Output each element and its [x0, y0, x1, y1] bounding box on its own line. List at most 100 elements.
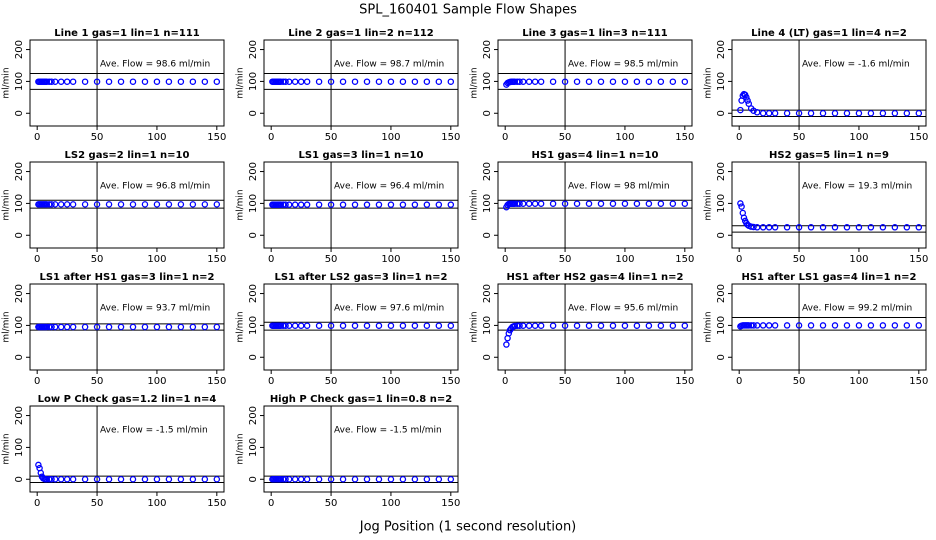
- x-tick-label: 150: [441, 498, 460, 509]
- y-tick-label: 0: [716, 110, 727, 116]
- x-tick-label: 50: [91, 254, 104, 265]
- x-tick-label: 150: [909, 132, 928, 143]
- data-point: [531, 322, 539, 329]
- data-point: [285, 476, 293, 483]
- x-tick-label: 100: [615, 376, 634, 387]
- data-point: [669, 322, 677, 329]
- x-tick-label: 100: [849, 376, 868, 387]
- x-tick-label: 50: [793, 132, 806, 143]
- data-point: [657, 78, 665, 85]
- annotation: Ave. Flow = 98 ml/min: [568, 182, 670, 192]
- x-tick-label: 0: [34, 132, 40, 143]
- data-point: [315, 322, 323, 329]
- plot-frame: [29, 39, 225, 127]
- panel-title: Line 1 gas=1 lin=1 n=111: [54, 28, 200, 39]
- annotation: Ave. Flow = 19.3 ml/min: [802, 182, 912, 192]
- data-point: [737, 200, 744, 207]
- data-point: [513, 322, 521, 329]
- data-point: [297, 201, 305, 208]
- data-point: [291, 322, 299, 329]
- data-point: [903, 322, 911, 329]
- data-point: [831, 110, 839, 117]
- data-point: [411, 476, 419, 483]
- data-point: [609, 200, 617, 207]
- y-axis-label: ml/min: [2, 67, 12, 98]
- data-point: [51, 201, 59, 208]
- data-point: [57, 78, 65, 85]
- data-point: [597, 78, 605, 85]
- data-point: [609, 322, 617, 329]
- data-point: [213, 201, 221, 208]
- data-point: [531, 200, 539, 207]
- x-tick-label: 100: [615, 254, 634, 265]
- data-point: [69, 476, 77, 483]
- data-point: [363, 322, 371, 329]
- x-tick-label: 50: [325, 254, 338, 265]
- x-tick-label: 100: [381, 254, 400, 265]
- x-tick-label: 50: [559, 254, 572, 265]
- data-point: [645, 200, 653, 207]
- data-point: [759, 224, 767, 231]
- data-point: [447, 78, 455, 85]
- data-point: [279, 322, 287, 329]
- x-tick-label: 100: [381, 376, 400, 387]
- data-point: [423, 78, 431, 85]
- x-tick-label: 100: [849, 132, 868, 143]
- y-tick-label: 100: [482, 72, 493, 91]
- data-point: [63, 201, 71, 208]
- plot-frame: [497, 39, 693, 127]
- data-point: [516, 322, 523, 329]
- y-tick-label: 100: [716, 194, 727, 213]
- data-point: [435, 322, 443, 329]
- annotation: Ave. Flow = 93.7 ml/min: [100, 304, 210, 314]
- x-tick-label: 0: [268, 254, 274, 265]
- data-point: [165, 201, 173, 208]
- data-point: [45, 78, 53, 85]
- data-point: [387, 201, 395, 208]
- data-point: [93, 78, 101, 85]
- data-point: [516, 200, 523, 207]
- data-point: [189, 78, 197, 85]
- panel-title: LS1 after LS2 gas=3 lin=1 n=2: [274, 272, 447, 283]
- data-point: [855, 224, 863, 231]
- data-point: [771, 322, 779, 329]
- data-point: [189, 476, 197, 483]
- data-point: [117, 323, 125, 331]
- data-point: [282, 78, 289, 85]
- data-point: [503, 341, 510, 348]
- data-point: [573, 200, 581, 207]
- data-point: [327, 322, 335, 329]
- data-point: [339, 78, 347, 85]
- data-point: [915, 322, 923, 329]
- data-point: [165, 78, 173, 85]
- x-tick-label: 100: [381, 132, 400, 143]
- annotation: Ave. Flow = -1.5 ml/min: [100, 426, 208, 436]
- x-tick-label: 50: [325, 132, 338, 143]
- data-point: [669, 78, 677, 85]
- data-point: [375, 78, 383, 85]
- data-point: [525, 322, 533, 329]
- data-point: [435, 476, 443, 483]
- data-point: [351, 78, 359, 85]
- data-point: [750, 107, 757, 114]
- y-tick-label: 200: [716, 162, 727, 181]
- data-point: [63, 78, 71, 85]
- data-point: [621, 200, 629, 207]
- y-tick-label: 0: [14, 232, 25, 238]
- data-point: [117, 201, 125, 208]
- y-tick-label: 200: [248, 40, 259, 59]
- data-point: [129, 323, 137, 331]
- x-tick-label: 150: [207, 132, 226, 143]
- panel-title: LS2 gas=2 lin=1 n=10: [65, 150, 190, 161]
- y-axis-label: ml/min: [704, 189, 714, 220]
- data-point: [819, 322, 827, 329]
- x-tick-label: 100: [615, 132, 634, 143]
- data-point: [93, 201, 101, 208]
- data-point: [585, 78, 593, 85]
- data-point: [597, 322, 605, 329]
- annotation: Ave. Flow = 95.6 ml/min: [568, 304, 678, 314]
- data-point: [657, 322, 665, 329]
- y-tick-label: 200: [248, 162, 259, 181]
- data-point: [375, 322, 383, 329]
